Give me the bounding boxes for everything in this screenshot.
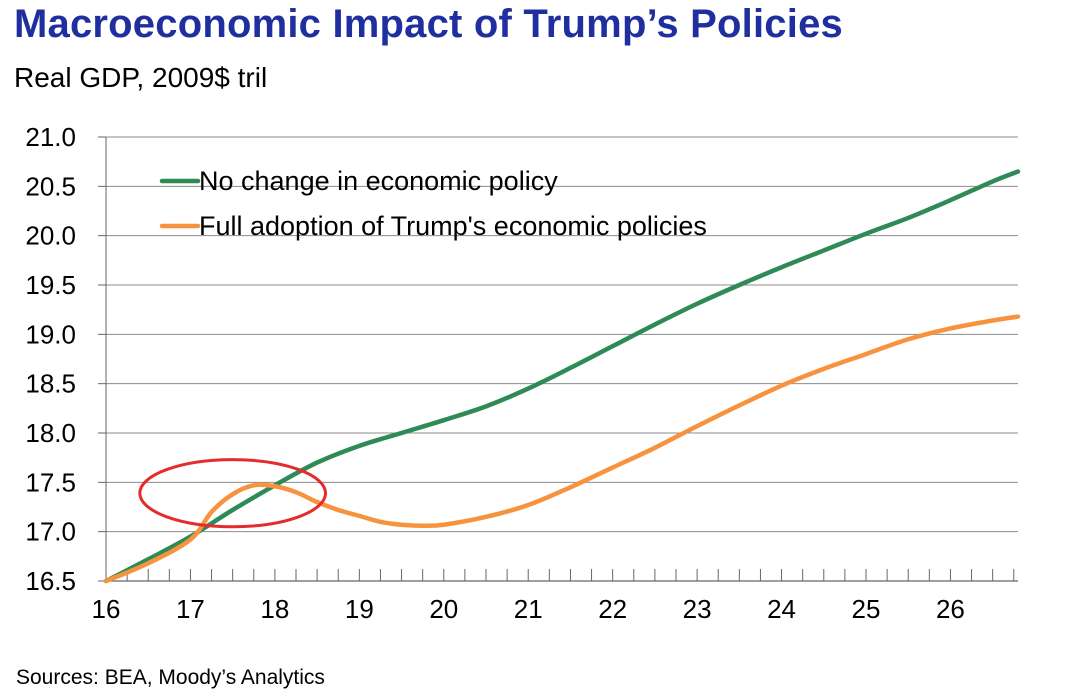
x-tick-label: 25 bbox=[852, 594, 881, 624]
y-tick-label: 19.0 bbox=[25, 319, 76, 349]
y-axis: 16.5 17.0 17.5 18.0 18.5 19.0 19.5 20.0 20.5 21.0 bbox=[25, 122, 107, 596]
y-tick-label: 18.5 bbox=[25, 369, 76, 399]
series-line-2 bbox=[103, 314, 1021, 584]
y-tick-label: 20.5 bbox=[25, 171, 76, 201]
gridlines bbox=[106, 136, 1018, 533]
x-tick-label: 16 bbox=[92, 594, 121, 624]
legend-label: No change in economic policy bbox=[199, 166, 558, 196]
series-line-1 bbox=[103, 169, 1021, 584]
y-tick-label: 17.5 bbox=[25, 467, 76, 497]
x-tick-label: 26 bbox=[936, 594, 965, 624]
x-tick-label: 23 bbox=[683, 594, 712, 624]
y-tick-label: 16.5 bbox=[25, 566, 76, 596]
x-tick-label: 21 bbox=[514, 594, 543, 624]
y-tick-label: 20.0 bbox=[25, 221, 76, 251]
y-tick-label: 18.0 bbox=[25, 418, 76, 448]
chart-title: Macroeconomic Impact of Trump’s Policies bbox=[14, 2, 843, 46]
x-axis: 16 17 18 19 20 21 22 23 24 25 26 bbox=[92, 569, 1018, 624]
source-note: Sources: BEA, Moody’s Analytics bbox=[16, 666, 325, 689]
x-tick-label: 22 bbox=[598, 594, 627, 624]
highlight-ellipse bbox=[138, 458, 328, 529]
chart-subtitle: Real GDP, 2009$ tril bbox=[14, 62, 268, 93]
y-tick-label: 19.5 bbox=[25, 270, 76, 300]
x-tick-label: 17 bbox=[176, 594, 205, 624]
annotations bbox=[138, 458, 328, 529]
legend-label: Full adoption of Trump's economic polici… bbox=[199, 211, 707, 241]
y-tick-label: 17.0 bbox=[25, 517, 76, 547]
x-tick-label: 18 bbox=[260, 594, 289, 624]
x-tick-label: 19 bbox=[345, 594, 374, 624]
y-tick-label: 21.0 bbox=[25, 122, 76, 152]
x-tick-label: 20 bbox=[429, 594, 458, 624]
legend: No change in economic policy Full adoptio… bbox=[159, 166, 707, 241]
plot-lines bbox=[103, 169, 1021, 584]
x-tick-label: 24 bbox=[767, 594, 796, 624]
